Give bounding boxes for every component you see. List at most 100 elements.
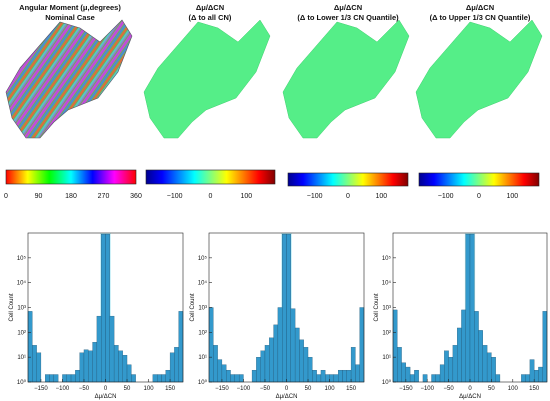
histogram-bar [45,374,50,383]
histogram-bar [49,374,54,383]
histogram-bar [431,374,436,383]
y-tick-label: 10² [198,330,207,336]
histogram-bar [422,374,428,383]
histogram-bar [113,345,119,383]
y-tick-label: 10⁰ [198,379,208,386]
x-tick-label: 50 [305,386,312,392]
histogram-bar [226,369,231,383]
histogram-bar [359,307,365,383]
histogram-bar [234,374,240,383]
x-tick-label: −100 [56,386,70,392]
histogram-bar [392,309,398,383]
histogram-bar [401,362,406,383]
y-axis-label: Cell Count [9,293,15,321]
histogram-bar [355,364,360,383]
colorbar-3-tick-label: 0 [346,193,350,200]
x-tick-label: 150 [165,386,176,392]
x-tick-label: −50 [260,386,271,392]
histogram-bar [329,374,335,383]
histogram-bar [260,350,266,383]
histogram-bar [256,357,261,383]
x-tick-label: 50 [124,386,131,392]
x-tick-label: 150 [529,386,540,392]
y-tick-label: 10⁴ [198,280,208,287]
colorbar-2-tick-label: −100 [167,193,183,200]
x-tick-label: −50 [444,386,455,392]
histogram-bar [66,374,72,383]
histogram-bar [333,374,339,383]
histogram-bar [79,352,85,383]
x-tick-label: 100 [325,386,336,392]
histogram-bar [277,307,283,383]
histogram-bar [101,233,106,383]
histogram-bar [264,345,270,383]
histogram-bar [465,233,471,383]
x-tick-label: 0 [285,386,289,392]
histogram-bar [169,352,175,383]
colorbar-1-tick-label: 0 [4,193,8,200]
histogram-bar [109,315,115,383]
histogram-bar [122,355,128,383]
histogram-bar [290,308,296,383]
colorbar-3 [287,172,409,187]
panel-2-title: Δμ/ΔCN [196,3,224,12]
histogram-bar [286,233,291,383]
histogram-bar [178,311,184,383]
colorbar-4 [418,172,540,187]
histogram-bar [439,364,445,383]
histogram-bar [405,366,411,383]
x-tick-label: −100 [420,386,434,392]
map-row [5,19,543,139]
colorbar-1-tick-label: 90 [35,193,43,200]
map-panel-4 [415,19,543,139]
y-axis-label: Cell Count [190,293,196,321]
histogram-bar [538,366,543,383]
histogram-bar [251,369,257,383]
x-tick-label: −50 [79,386,90,392]
x-axis-label: Δμ/ΔCN [276,394,298,400]
histogram-bar [448,357,454,383]
y-tick-label: 10³ [17,306,26,312]
colorbar-4-tick-label: 0 [477,193,481,200]
histogram-bar [230,374,235,383]
panel-2-subtitle: (Δ to all CN) [189,13,232,22]
y-tick-label: 10⁵ [198,255,208,262]
colorbar-2 [145,169,276,185]
colorbar-1-tick-label: 360 [130,193,142,200]
panel-titles: Angular Moment (μ,degrees) Nominal Case … [19,3,531,22]
histogram-bar [529,359,535,383]
y-tick-label: 10³ [382,306,391,312]
histogram-bar [221,364,227,383]
histogram-bar [435,374,441,383]
histogram-bar [217,359,223,383]
histogram-bar [238,374,244,383]
histogram-bar [96,315,102,383]
histogram-bar [208,307,214,383]
x-tick-label: 100 [144,386,155,392]
colorbar-4-tick-label: −100 [438,193,454,200]
colorbar-tick-labels: 0 90 180 270 360 −100 0 100 −100 0 100 −100 0 100 [4,193,518,200]
panel-1-subtitle: Nominal Case [45,13,95,22]
y-tick-label: 10¹ [17,355,26,361]
x-tick-label: 0 [104,386,108,392]
colorbar-3-tick-label: −100 [307,193,323,200]
histogram-bar [452,345,458,383]
colorbar-4-tick-label: 100 [506,193,518,200]
x-tick-label: −150 [399,386,413,392]
y-tick-label: 10⁵ [382,255,392,262]
y-tick-label: 10⁵ [17,255,27,262]
x-tick-label: −100 [237,386,251,392]
panel-4-title: Δμ/ΔCN [466,3,494,12]
histogram-bar [521,374,526,383]
y-tick-label: 10¹ [198,355,207,361]
histogram-2: −150 −100 −50 0 50 100 150 10⁰ 10¹ 10² 10³ 10⁴ 10⁵ Δμ… [190,232,365,400]
histogram-bar [83,349,89,383]
histogram-bar [70,374,76,383]
histogram-bar [338,369,343,383]
colorbar-1 [5,169,137,185]
x-tick-label: 150 [346,386,357,392]
histogram-bar [307,357,313,383]
histogram-bar [478,330,483,383]
histogram-bar [282,233,287,383]
